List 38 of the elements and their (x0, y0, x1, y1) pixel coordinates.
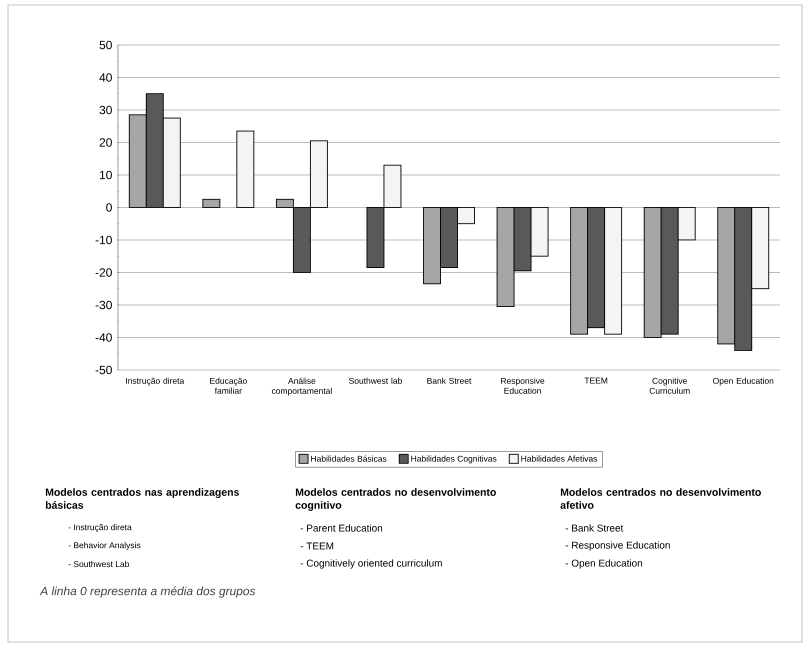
y-tick-label: 20 (100, 138, 112, 147)
x-tick-label: Southwest lab (349, 378, 402, 384)
y-tick-label: 50 (100, 40, 112, 50)
text: - Bank Street (566, 524, 624, 532)
text: - Southwest Lab (68, 560, 130, 568)
text: - Parent Education (300, 524, 382, 532)
y-tick-label: -30 (96, 300, 112, 310)
text: - Behavior Analysis (68, 542, 140, 550)
text: Modelos centrados nas aprendizagens básicas (46, 488, 239, 509)
text: A linha 0 representa a média dos grupos (40, 586, 256, 598)
y-tick-label: -50 (96, 366, 112, 374)
legend-label: Habilidades Básicas (311, 455, 386, 462)
y-tick-label: -20 (96, 268, 112, 277)
bar (202, 198, 220, 208)
text: - Open Education (566, 559, 642, 569)
x-tick-label: TEEM (584, 378, 608, 384)
y-tick-label: -10 (96, 236, 112, 244)
legend-label: Habilidades Afetivas (521, 455, 598, 462)
x-tick-label: Instrução direta (126, 378, 184, 386)
text: Modelos centrados no desenvolvimento afetivo (560, 488, 761, 509)
x-tick-label: Responsive Education (501, 378, 544, 394)
x-tick-label: Cognitive Curriculum (650, 378, 690, 394)
text: - Cognitively oriented curriculum (300, 559, 442, 569)
x-tick-label: Bank Street (427, 378, 472, 384)
bar (236, 130, 254, 208)
y-tick-label: 0 (106, 203, 112, 212)
text: - Responsive Education (566, 541, 670, 551)
text: Modelos centrados no desenvolvimento cognitivo (296, 488, 496, 511)
legend-label: Habilidades Cognitivas (411, 455, 496, 464)
y-tick-label: 10 (100, 170, 112, 180)
x-tick-label: Educação familiar (210, 378, 247, 394)
x-tick-label: Open Education (713, 378, 774, 386)
y-tick-label: 30 (100, 106, 112, 114)
text: - Instrução direta (68, 524, 132, 532)
y-tick-label: 40 (99, 73, 112, 82)
y-tick-label: -40 (96, 333, 112, 342)
text: - TEEM (300, 542, 334, 550)
x-tick-label: Análise comportamental (272, 378, 332, 396)
